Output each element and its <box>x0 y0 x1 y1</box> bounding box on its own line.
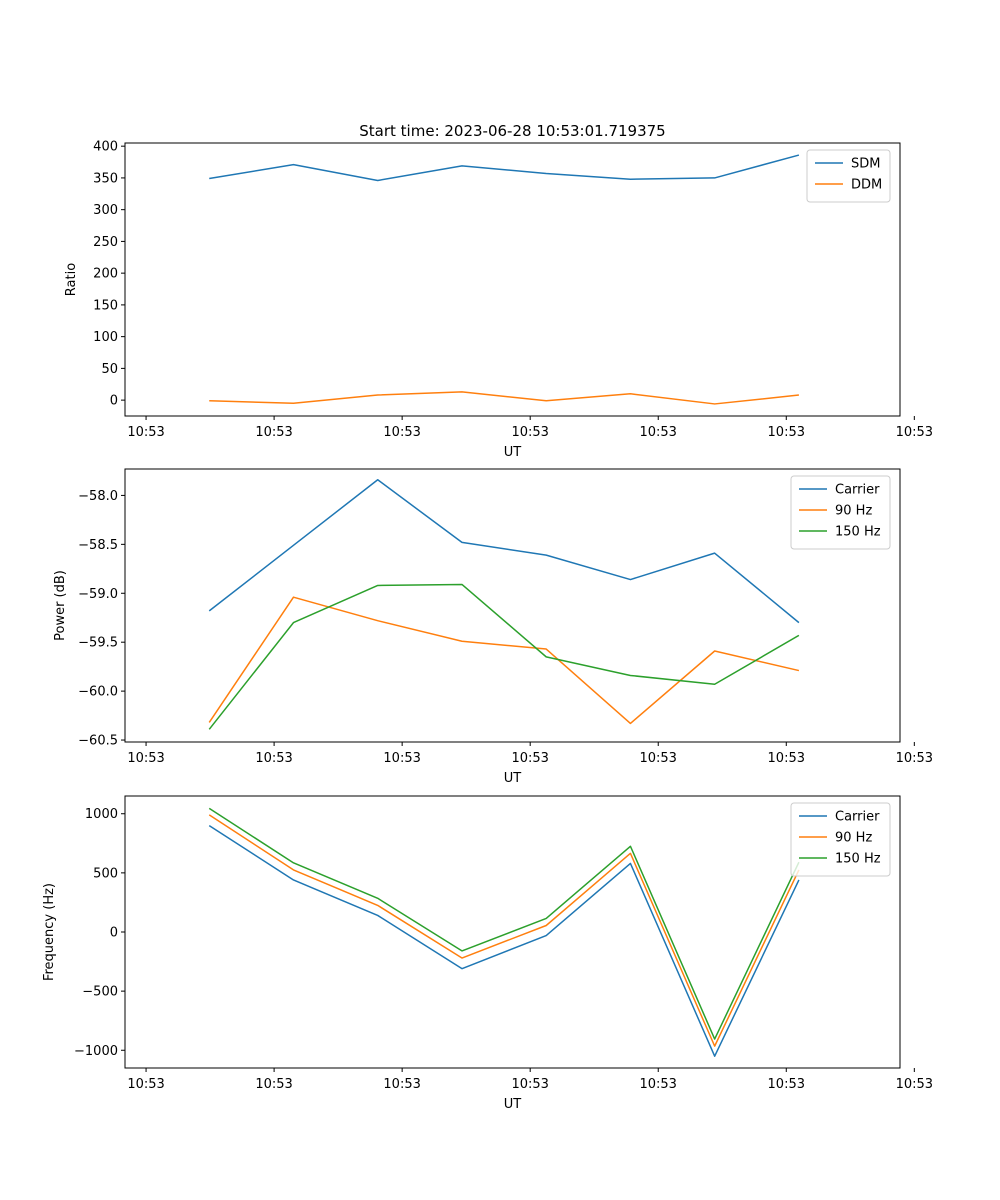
series-line-150-hz <box>208 807 800 1040</box>
x-tick-label: 10:53 <box>639 1077 676 1092</box>
x-tick-label: 10:53 <box>127 425 164 440</box>
y-tick-label: 150 <box>93 298 118 313</box>
series-line-sdm <box>209 154 800 182</box>
series-line-90-hz <box>208 814 800 1047</box>
x-tick-label: 10:53 <box>768 751 805 766</box>
x-tick-label: 10:53 <box>127 751 164 766</box>
x-tick-label: 10:53 <box>768 425 805 440</box>
plot-area: 0 50 100 150 200 250 300 350 400 10:53 10:53 10:53 1… <box>42 140 933 1112</box>
y-tick-label: 400 <box>93 140 118 155</box>
axes-frame <box>124 468 901 743</box>
y-tick-label: 50 <box>101 362 118 377</box>
subplot-1: 0 50 100 150 200 250 300 350 400 10:53 10:53 10:53 1… <box>64 140 933 460</box>
legend-label: 90 Hz <box>835 504 872 519</box>
series-line-carrier <box>208 479 800 624</box>
x-axis-label: UT <box>504 1097 522 1112</box>
x-tick-label: 10:53 <box>896 751 933 766</box>
y-tick-label: 500 <box>93 866 118 881</box>
x-tick-label: 10:53 <box>383 425 420 440</box>
legend: SDM DDM <box>806 149 891 203</box>
y-tick-label: −59.5 <box>78 636 118 651</box>
y-axis-label: Ratio <box>64 263 79 296</box>
legend-label: 150 Hz <box>835 525 881 540</box>
x-tick-label: 10:53 <box>639 425 676 440</box>
y-tick-label: 200 <box>93 267 118 282</box>
x-tick-label: 10:53 <box>511 1077 548 1092</box>
y-axis-label: Frequency (Hz) <box>42 883 57 981</box>
legend-label: 150 Hz <box>835 852 881 867</box>
figure-title: Start time: 2023-06-28 10:53:01.719375 <box>359 122 665 140</box>
y-tick-label: 0 <box>110 394 118 409</box>
y-tick-label: 0 <box>110 926 118 941</box>
series-line-ddm <box>209 391 799 405</box>
x-tick-label: 10:53 <box>383 1077 420 1092</box>
axes-frame <box>124 142 901 417</box>
x-tick-label: 10:53 <box>255 1077 292 1092</box>
y-tick-label: −1000 <box>74 1044 118 1059</box>
x-tick-label: 10:53 <box>511 751 548 766</box>
x-tick-label: 10:53 <box>383 751 420 766</box>
y-tick-label: 250 <box>93 235 118 250</box>
x-tick-label: 10:53 <box>768 1077 805 1092</box>
legend: Carrier 90 Hz 150 Hz <box>790 802 891 877</box>
x-axis-label: UT <box>504 771 522 786</box>
legend-label: DDM <box>851 178 882 193</box>
x-tick-label: 10:53 <box>255 751 292 766</box>
series-line-150-hz <box>208 583 800 730</box>
y-tick-label: −58.0 <box>78 489 118 504</box>
y-tick-label: 1000 <box>85 807 118 822</box>
legend-label: SDM <box>851 157 880 172</box>
x-tick-label: 10:53 <box>127 1077 164 1092</box>
legend-label: 90 Hz <box>835 831 872 846</box>
y-tick-label: −60.0 <box>78 685 118 700</box>
y-tick-label: 300 <box>93 203 118 218</box>
y-tick-label: −59.0 <box>78 587 118 602</box>
x-tick-label: 10:53 <box>511 425 548 440</box>
subplot-3: −1000 −500 0 500 1000 10:53 10:53 10:53 10:53 10:… <box>42 795 933 1112</box>
x-tick-label: 10:53 <box>896 1077 933 1092</box>
y-tick-label: −58.5 <box>78 538 118 553</box>
series-line-carrier <box>208 824 800 1057</box>
x-tick-label: 10:53 <box>896 425 933 440</box>
x-tick-label: 10:53 <box>255 425 292 440</box>
y-tick-label: 100 <box>93 330 118 345</box>
y-tick-label: 350 <box>93 171 118 186</box>
legend-label: Carrier <box>835 483 880 498</box>
y-tick-label: −500 <box>82 985 118 1000</box>
legend-label: Carrier <box>835 810 880 825</box>
x-tick-label: 10:53 <box>639 751 676 766</box>
y-axis-label: Power (dB) <box>53 570 68 641</box>
x-axis-label: UT <box>504 445 522 460</box>
subplot-2: −60.5 −60.0 −59.5 −59.0 −58.5 −58.0 10:53 10:53… <box>53 468 933 786</box>
y-tick-label: −60.5 <box>78 734 118 749</box>
legend: Carrier 90 Hz 150 Hz <box>790 475 891 550</box>
series-line-90-hz <box>208 596 800 725</box>
